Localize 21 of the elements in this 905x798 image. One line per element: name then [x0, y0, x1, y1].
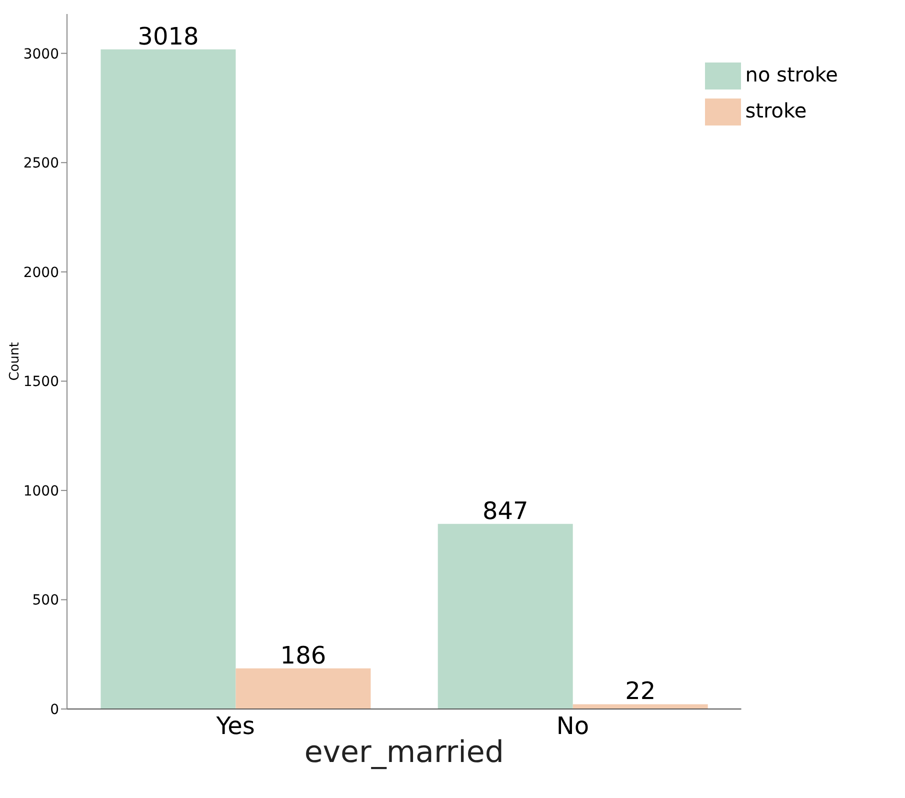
data-label: 186	[280, 641, 326, 670]
data-label: 3018	[138, 22, 199, 50]
bar	[572, 704, 708, 709]
bar	[236, 668, 371, 709]
y-tick-label: 1500	[23, 374, 59, 390]
data-label: 847	[482, 496, 528, 525]
y-tick-label: 0	[50, 702, 59, 718]
y-tick-label: 2000	[23, 264, 59, 281]
legend-label: stroke	[745, 98, 807, 122]
data-label: 22	[625, 677, 656, 706]
y-tick-label: 2500	[23, 156, 59, 172]
x-axis-title: ever_married	[304, 735, 504, 770]
y-tick-label: 500	[32, 592, 59, 609]
legend-label: no stroke	[745, 62, 838, 86]
bar	[100, 49, 236, 709]
x-tick-label: Yes	[215, 712, 255, 740]
y-tick-label: 1000	[23, 483, 59, 500]
y-tick-label: 3000	[23, 46, 59, 62]
bar	[438, 524, 573, 709]
y-axis-title: Count	[8, 342, 23, 381]
x-tick-label: No	[556, 712, 590, 740]
